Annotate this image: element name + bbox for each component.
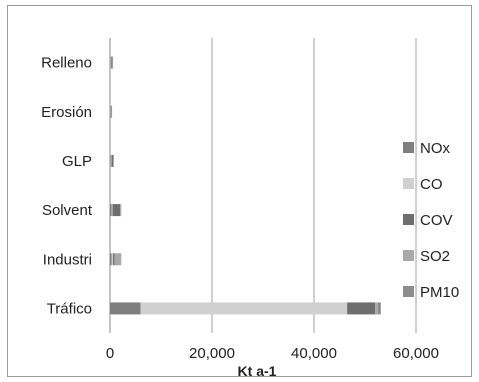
legend-swatch — [403, 142, 414, 153]
x-tick-labels: 0 20,000 40,000 60,000 — [106, 345, 439, 362]
bar-segment — [375, 302, 378, 315]
legend-label: COV — [420, 212, 453, 229]
bar-segment — [347, 302, 376, 315]
legend-label: NOx — [420, 140, 451, 157]
bar-segment — [114, 253, 121, 266]
bar-segment — [112, 56, 114, 69]
x-tick-label: 20,000 — [189, 345, 235, 362]
legend-swatch — [403, 286, 414, 297]
category-label: Industri — [43, 251, 92, 268]
bar-segment — [110, 56, 111, 69]
category-label: Relleno — [41, 55, 92, 72]
chart-frame — [7, 5, 472, 377]
bar-segment — [110, 154, 112, 167]
legend-label: SO2 — [420, 248, 450, 265]
bar-segment — [120, 253, 122, 266]
x-tick-label: 0 — [106, 345, 114, 362]
category-label: Tráfico — [47, 300, 92, 317]
bar-segment — [111, 253, 114, 266]
category-label: GLP — [62, 153, 92, 170]
bar-segment — [110, 56, 112, 69]
bar-segment — [140, 302, 348, 315]
category-label: Erosión — [41, 104, 92, 121]
bar-segment — [120, 204, 121, 217]
legend-label: CO — [420, 176, 443, 193]
legend-label: PM10 — [420, 284, 459, 301]
x-axis-label: Kt a-1 — [238, 363, 277, 379]
bar-segment — [111, 204, 113, 217]
bar-segment — [112, 204, 121, 217]
bar-segment — [110, 302, 141, 315]
x-tick-label: 60,000 — [393, 345, 439, 362]
bar-segment — [110, 105, 112, 118]
bar-segment — [110, 105, 111, 118]
bar-segment — [120, 204, 122, 217]
bar-segment — [113, 154, 114, 167]
bar-segment — [111, 105, 113, 118]
gridlines — [109, 38, 417, 333]
category-label: Solvent — [42, 202, 93, 219]
bar-segment — [110, 154, 111, 167]
bars — [110, 56, 381, 315]
bar-segment — [110, 105, 111, 118]
bar-segment — [111, 105, 112, 118]
x-tick-label: 40,000 — [291, 345, 337, 362]
bar-segment — [113, 154, 114, 167]
category-labels: Tráfico Industri Solvent GLP Erosión Relleno — [41, 55, 93, 318]
bar-segment — [111, 56, 113, 69]
bar-segment — [113, 253, 115, 266]
legend-swatch — [403, 178, 414, 189]
bar-segment — [111, 154, 114, 167]
legend: NOx CO COV SO2 PM10 — [403, 140, 459, 301]
bar-segment — [112, 56, 113, 69]
bar-segment — [377, 302, 381, 315]
bar-segment — [110, 253, 112, 266]
legend-swatch — [403, 214, 414, 225]
bar-segment — [110, 204, 112, 217]
legend-swatch — [403, 250, 414, 261]
